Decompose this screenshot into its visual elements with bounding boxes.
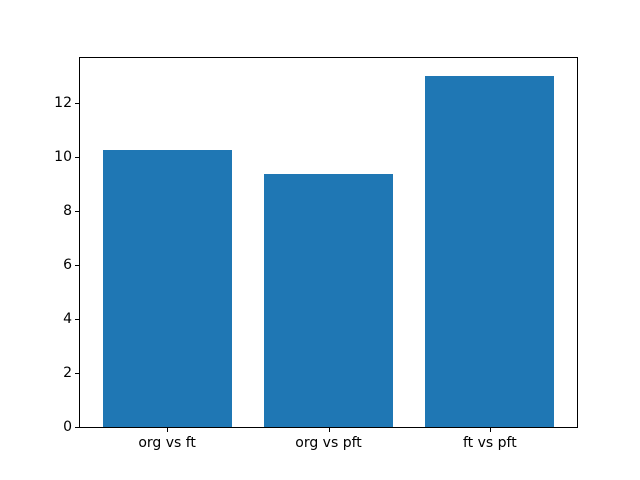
x-tick-label: ft vs pft: [463, 435, 517, 451]
plot-area: [79, 57, 578, 428]
x-tick-mark: [489, 428, 491, 432]
y-tick-mark: [75, 427, 79, 428]
y-tick-label: 2: [63, 364, 72, 381]
y-tick-label: 0: [63, 419, 72, 435]
x-tick-label: org vs ft: [138, 435, 196, 451]
bar-org-vs-ft: [102, 149, 232, 427]
y-tick-label: 12: [54, 94, 72, 111]
bar-org-vs-pft: [263, 174, 394, 427]
y-tick-mark: [75, 156, 79, 158]
y-tick-label: 6: [63, 256, 72, 273]
bar-ft-vs-pft: [425, 75, 555, 427]
y-tick-mark: [75, 264, 79, 266]
y-tick-label: 10: [54, 148, 72, 165]
y-tick-mark: [75, 372, 79, 374]
y-tick-mark: [75, 102, 79, 104]
x-tick-mark: [328, 428, 330, 432]
y-tick-label: 8: [63, 202, 72, 219]
y-tick-label: 4: [63, 310, 72, 327]
x-tick-mark: [167, 428, 169, 432]
y-tick-mark: [75, 210, 79, 212]
y-tick-mark: [75, 318, 79, 320]
x-tick-label: org vs pft: [295, 435, 362, 451]
